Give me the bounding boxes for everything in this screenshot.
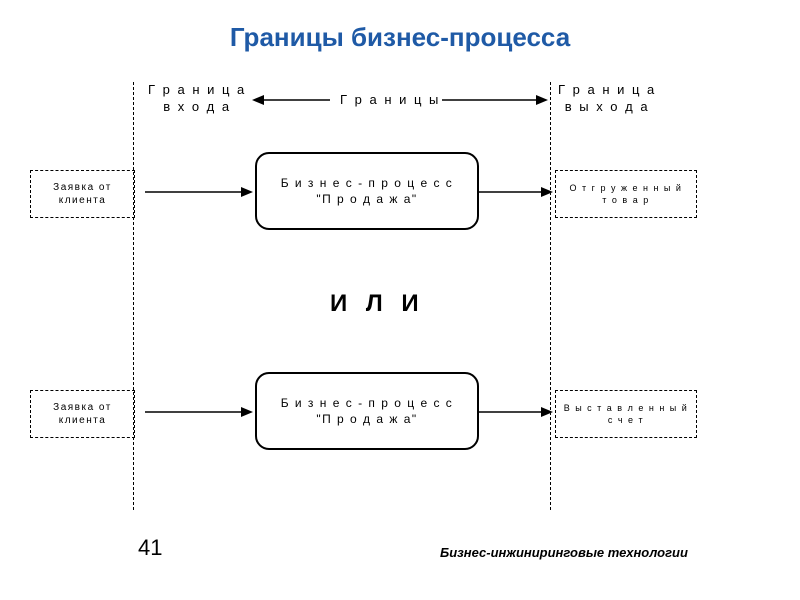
text-line: Г р а н и ц а [148, 82, 246, 97]
row1-process-box: Б и з н е с - п р о ц е с с "П р о д а ж… [255, 152, 479, 230]
arrow-boundaries-left [238, 92, 344, 108]
row2-arrow-out [464, 404, 567, 420]
text-line: О т г р у ж е н н ы й [570, 183, 683, 193]
row1-output-box: О т г р у ж е н н ы й т о в а р [555, 170, 697, 218]
text-line: "П р о д а ж а" [316, 192, 417, 206]
page-title: Границы бизнес-процесса [0, 22, 800, 53]
text-line: клиента [59, 415, 107, 426]
output-boundary-line [550, 82, 551, 510]
footer-text: Бизнес-инжиниринговые технологии [440, 545, 688, 560]
row1-arrow-out [464, 184, 567, 200]
text-line: в х о д а [163, 99, 231, 114]
label-input-boundary: Г р а н и ц а в х о д а [148, 82, 246, 116]
text-line: Заявка от [53, 402, 112, 413]
text-line: В ы с т а в л е н н ы й [564, 403, 689, 413]
text-line: Б и з н е с - п р о ц е с с [281, 176, 454, 190]
text-line: Г р а н и ц а [558, 82, 656, 97]
arrow-boundaries-right [428, 92, 562, 108]
text-line: т о в а р [602, 195, 649, 205]
row2-input-box: Заявка от клиента [30, 390, 135, 438]
label-boundaries: Г р а н и ц ы [340, 92, 440, 109]
row2-output-box: В ы с т а в л е н н ы й с ч е т [555, 390, 697, 438]
input-boundary-line [133, 82, 134, 510]
row1-input-box: Заявка от клиента [30, 170, 135, 218]
or-label: И Л И [330, 290, 425, 318]
row2-process-box: Б и з н е с - п р о ц е с с "П р о д а ж… [255, 372, 479, 450]
row1-arrow-in [131, 184, 267, 200]
text-line: Б и з н е с - п р о ц е с с [281, 396, 454, 410]
text-line: Заявка от [53, 182, 112, 193]
text-line: с ч е т [608, 415, 644, 425]
text-line: "П р о д а ж а" [316, 412, 417, 426]
page-number: 41 [138, 535, 162, 561]
text-line: клиента [59, 195, 107, 206]
row2-arrow-in [131, 404, 267, 420]
label-output-boundary: Г р а н и ц а в ы х о д а [558, 82, 656, 116]
text-line: в ы х о д а [565, 99, 650, 114]
